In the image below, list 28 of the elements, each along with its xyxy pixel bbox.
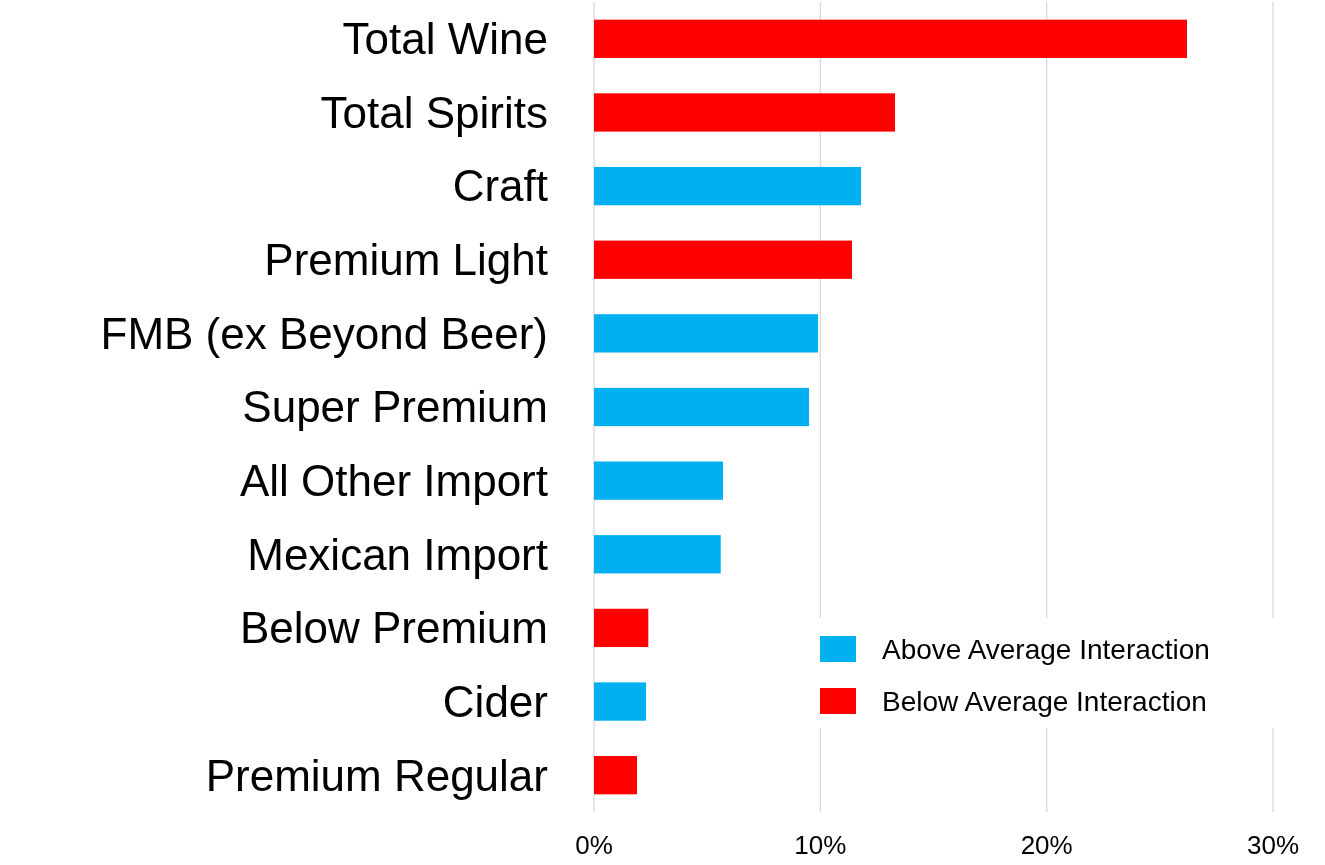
y-tick-label: FMB (ex Beyond Beer)	[100, 308, 548, 358]
y-tick-label: Craft	[452, 161, 548, 211]
x-tick-label: 10%	[794, 830, 847, 860]
y-tick-label: Total Wine	[342, 14, 548, 64]
bar	[594, 166, 862, 206]
bar	[594, 608, 649, 648]
y-tick-label: Super Premium	[242, 382, 548, 432]
y-tick-label: Total Spirits	[320, 87, 548, 137]
bar	[594, 314, 819, 353]
x-tick-label: 20%	[1020, 830, 1073, 860]
y-tick-label: Below Premium	[239, 603, 548, 653]
x-tick-label: 30%	[1246, 830, 1300, 860]
bar	[594, 19, 1187, 58]
y-tick-label: All Other Import	[239, 456, 548, 506]
y-tick-label: Cider	[442, 676, 548, 726]
y-tick-label: Premium Regular	[205, 750, 548, 800]
y-tick-label: Mexican Import	[247, 529, 548, 579]
bar	[594, 682, 647, 721]
legend-label: Below Average Interaction	[882, 685, 1207, 717]
y-tick-label: Premium Light	[264, 235, 548, 285]
bar	[594, 93, 896, 132]
bar	[594, 387, 810, 427]
bar	[594, 461, 724, 500]
legend-label: Above Average Interaction	[882, 633, 1210, 665]
bar	[594, 756, 637, 795]
bar	[594, 535, 721, 574]
bar	[594, 240, 853, 279]
x-tick-label: 0%	[575, 830, 613, 860]
